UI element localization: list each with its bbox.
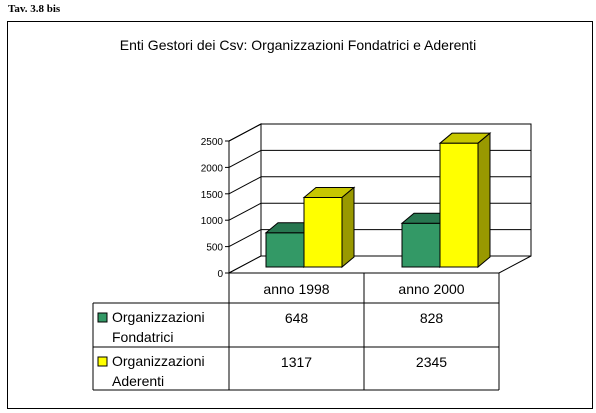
gridline-side bbox=[228, 202, 262, 221]
data-value: 1317 bbox=[281, 354, 312, 370]
chart-title: Enti Gestori dei Csv: Organizzazioni Fon… bbox=[119, 37, 477, 53]
gridline-side bbox=[228, 149, 262, 168]
y-tick-label: 2500 bbox=[201, 137, 224, 148]
y-tick-label: 500 bbox=[206, 243, 223, 254]
bar-side-1-0 bbox=[341, 186, 355, 269]
legend-label: Aderenti bbox=[112, 373, 164, 389]
bar-side-1-1 bbox=[477, 132, 491, 269]
y-tick-label: 1000 bbox=[201, 216, 224, 227]
data-value: 648 bbox=[285, 310, 309, 326]
chart-frame bbox=[7, 21, 593, 409]
data-value: 2345 bbox=[416, 354, 447, 370]
bar-0-0 bbox=[265, 232, 305, 268]
category-label: anno 1998 bbox=[263, 281, 329, 297]
gridline-side bbox=[228, 229, 262, 248]
legend-swatch-1 bbox=[97, 356, 108, 367]
category-label: anno 2000 bbox=[398, 281, 464, 297]
data-value: 828 bbox=[420, 310, 444, 326]
gridline-side bbox=[228, 123, 262, 142]
side-wall bbox=[228, 123, 262, 274]
legend-label: Organizzazioni bbox=[112, 353, 205, 369]
bar-1-0 bbox=[303, 196, 343, 268]
bar-1-1 bbox=[439, 142, 479, 268]
y-tick-label: 1500 bbox=[201, 190, 224, 201]
bar-0-1 bbox=[401, 222, 441, 268]
legend-label: Fondatrici bbox=[112, 329, 173, 345]
table-caption: Tav. 3.8 bis bbox=[8, 3, 61, 15]
y-tick-label: 0 bbox=[217, 269, 223, 280]
gridline-side bbox=[228, 176, 262, 195]
y-tick-label: 2000 bbox=[201, 163, 224, 174]
legend-label: Organizzazioni bbox=[112, 309, 205, 325]
legend-swatch-0 bbox=[97, 312, 108, 323]
